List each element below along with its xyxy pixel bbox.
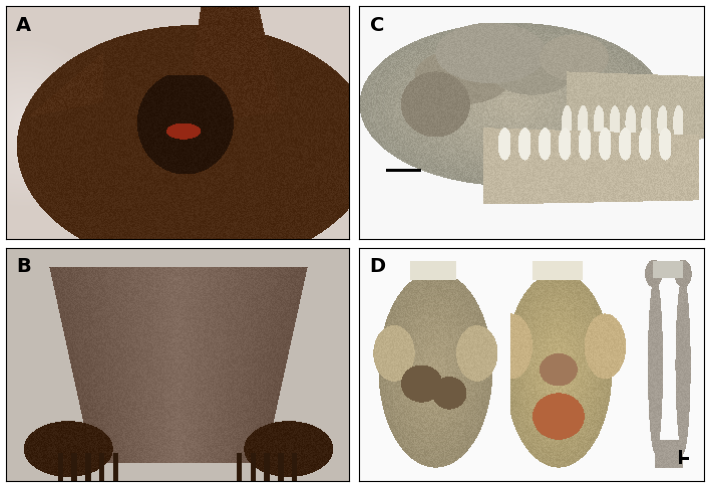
Text: A: A [16, 16, 31, 35]
Text: D: D [370, 257, 386, 276]
Text: B: B [16, 257, 31, 276]
Text: C: C [370, 16, 384, 35]
